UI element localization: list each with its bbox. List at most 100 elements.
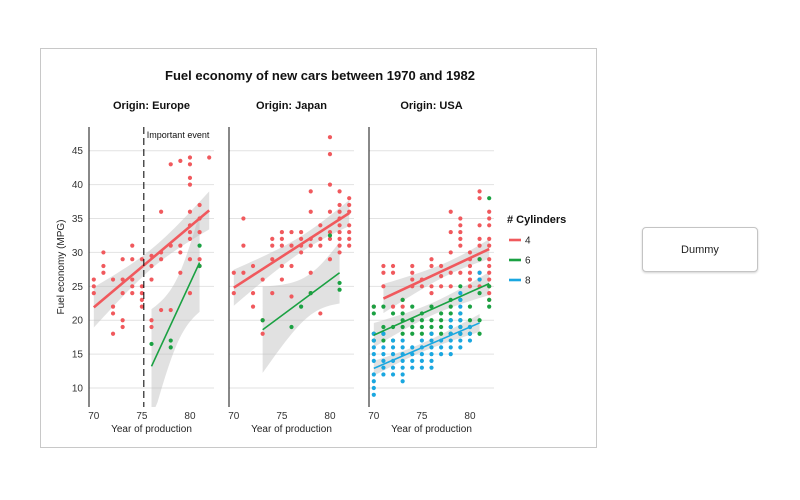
data-point (327, 209, 333, 214)
data-point (458, 284, 463, 289)
data-point (477, 277, 482, 282)
data-point (168, 338, 173, 343)
data-point (110, 277, 116, 282)
data-point (419, 324, 424, 330)
data-point (371, 338, 376, 343)
data-point (381, 304, 386, 309)
data-point (400, 379, 405, 384)
data-point (139, 284, 144, 289)
data-point (149, 318, 154, 323)
x-tick-label: 80 (184, 411, 196, 422)
x-tick-label: 75 (276, 411, 288, 422)
y-tick-label: 20 (72, 316, 84, 327)
data-point (390, 352, 396, 357)
data-point (289, 229, 294, 235)
data-point (318, 236, 323, 241)
data-point (130, 284, 135, 289)
data-point (101, 263, 106, 269)
data-point (410, 324, 415, 330)
data-point (439, 263, 444, 269)
legend-title: # Cylinders (507, 214, 566, 226)
data-point (337, 202, 342, 208)
data-point (178, 270, 183, 275)
data-point (260, 331, 265, 336)
data-point (110, 311, 116, 316)
data-point (487, 216, 492, 221)
data-point (197, 229, 202, 235)
data-point (400, 372, 405, 377)
data-point (371, 358, 376, 363)
data-point (371, 372, 376, 377)
data-point (467, 250, 473, 255)
data-point (337, 280, 342, 286)
data-point (487, 209, 492, 214)
data-point (419, 331, 424, 336)
y-axis-label: Fuel economy (MPG) (56, 219, 67, 314)
data-point (187, 209, 193, 214)
data-point (487, 263, 492, 269)
data-point (149, 324, 154, 330)
data-point (487, 223, 492, 228)
data-point (299, 304, 304, 309)
x-tick-label: 70 (88, 411, 100, 422)
x-tick-label: 75 (136, 411, 148, 422)
data-point (448, 229, 453, 235)
x-tick-label: 80 (324, 411, 336, 422)
data-point (381, 284, 386, 289)
data-point (448, 338, 453, 343)
data-point (419, 284, 424, 289)
data-point (91, 284, 96, 289)
data-point (400, 304, 405, 309)
data-point (439, 331, 444, 336)
data-point (337, 250, 342, 255)
data-point (139, 297, 144, 302)
y-tick-label: 35 (72, 214, 84, 225)
panel-title: Origin: USA (400, 100, 462, 112)
data-point (250, 263, 256, 269)
data-point (429, 263, 434, 269)
data-point (139, 291, 144, 296)
data-point (149, 263, 154, 269)
data-point (159, 257, 164, 262)
data-point (168, 307, 173, 313)
data-point (327, 135, 333, 140)
data-point (487, 304, 492, 309)
data-point (318, 311, 323, 316)
data-point (260, 277, 265, 282)
data-point (487, 236, 492, 241)
data-point (448, 318, 453, 323)
data-point (337, 287, 342, 292)
data-point (241, 270, 246, 275)
data-point (279, 243, 284, 248)
data-point (231, 270, 236, 275)
data-point (390, 345, 396, 350)
data-point (327, 233, 333, 238)
x-axis-label: Year of production (111, 424, 192, 435)
data-point (178, 250, 183, 255)
data-point (419, 318, 424, 323)
data-point (390, 311, 396, 316)
dummy-button[interactable]: Dummy (642, 227, 758, 272)
data-point (178, 158, 183, 163)
data-point (419, 352, 424, 357)
data-point (477, 223, 482, 228)
data-point (347, 229, 352, 235)
data-point (458, 318, 463, 323)
data-point (91, 277, 96, 282)
x-tick-label: 80 (464, 411, 476, 422)
data-point (337, 236, 342, 241)
data-point (400, 331, 405, 336)
panel-0 (88, 127, 214, 407)
data-point (381, 324, 386, 330)
data-point (299, 229, 304, 235)
x-tick-label: 70 (368, 411, 380, 422)
data-point (337, 243, 342, 248)
data-point (477, 236, 482, 241)
data-point (448, 250, 453, 255)
data-point (467, 338, 473, 343)
data-point (270, 243, 275, 248)
data-point (279, 263, 284, 269)
data-point (439, 318, 444, 323)
data-point (130, 291, 135, 296)
data-point (477, 318, 482, 323)
